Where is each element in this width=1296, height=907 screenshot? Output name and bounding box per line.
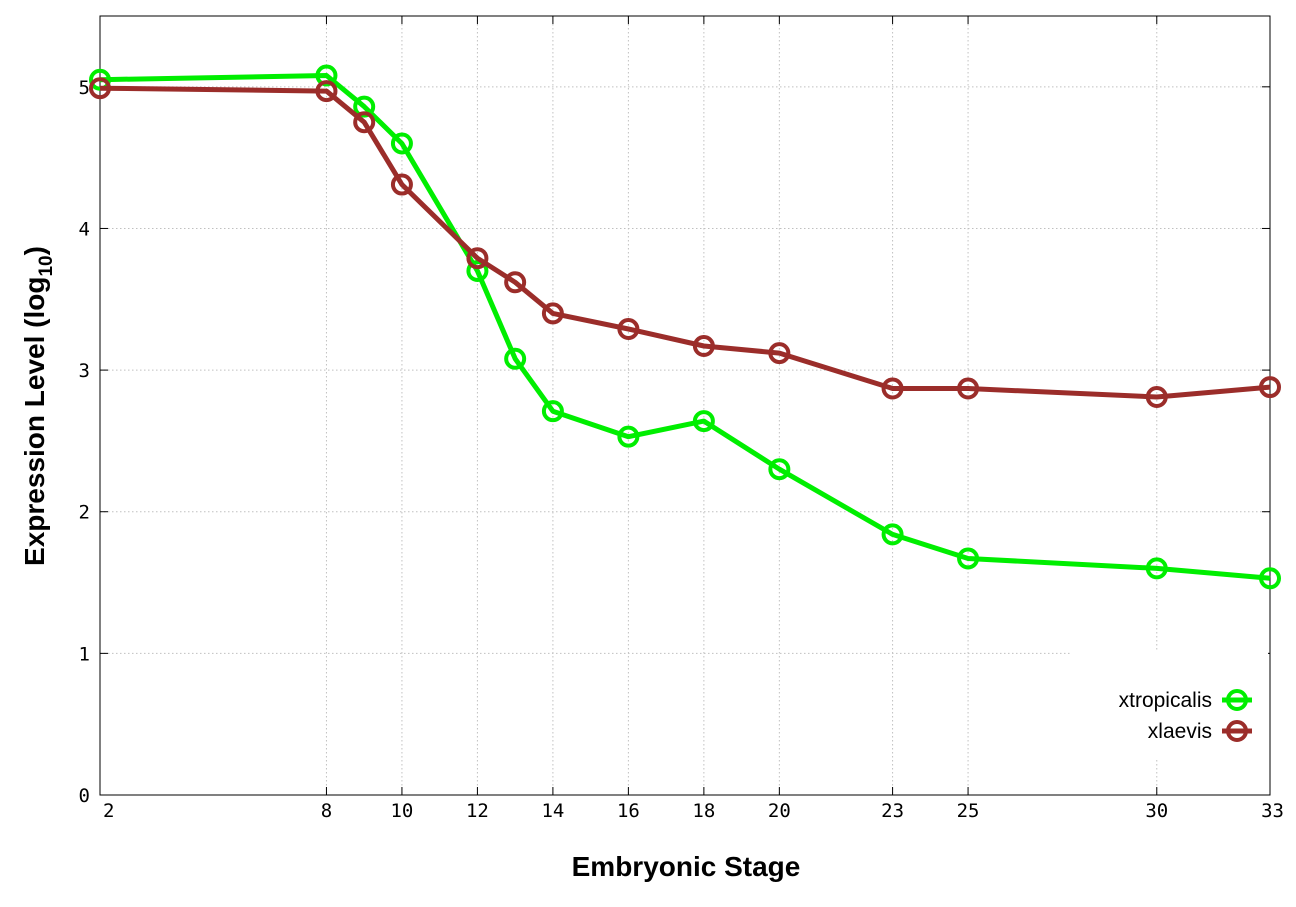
data-point-xlaevis [1145,386,1168,409]
data-point-xlaevis [768,342,791,365]
data-point-xlaevis [1259,376,1281,399]
x-tick-label: 25 [957,800,980,822]
data-point-xtropicalis [390,132,413,155]
data-point-xlaevis [541,302,564,325]
series-layer [89,64,1281,590]
data-point-xtropicalis [881,523,904,546]
series-line-xtropicalis [99,73,1271,581]
data-point-xlaevis [957,377,980,400]
legend-marker-xlaevis [1226,720,1248,742]
x-tick-label: 20 [768,800,791,822]
y-axis-title-subscript: 10 [36,255,57,276]
data-point-xtropicalis [504,347,527,370]
data-point-xtropicalis [466,259,489,282]
y-tick-label: 1 [79,643,90,665]
y-axis-title-close: ) [19,246,50,255]
data-point-xtropicalis [1259,567,1281,590]
x-tick-label: 30 [1145,800,1168,822]
x-tick-label: 2 [103,800,114,822]
data-point-xtropicalis [617,425,640,448]
y-tick-label: 5 [79,77,90,99]
x-tick-label: 18 [692,800,715,822]
plot-frame [99,15,1271,796]
data-point-xlaevis [881,377,904,400]
data-point-xtropicalis [315,64,338,87]
y-tick-label: 2 [79,502,90,524]
legend-background [1072,652,1268,760]
x-tick-label: 33 [1261,800,1284,822]
x-tick-label: 16 [617,800,640,822]
legend: xtropicalis xlaevis [1072,652,1268,760]
data-point-xtropicalis [1145,557,1168,580]
data-point-xtropicalis [768,458,791,481]
series-xtropicalis [89,64,1281,590]
data-point-xlaevis [390,173,413,196]
series-xlaevis [89,77,1281,409]
y-tick-label: 0 [79,785,90,807]
y-tick-label: 3 [79,360,90,382]
data-point-xlaevis [353,111,376,134]
series-line-xlaevis [99,85,1271,400]
legend-item-xtropicalis: xtropicalis [1119,689,1252,712]
legend-item-xlaevis: xlaevis [1148,720,1252,743]
data-point-xlaevis [466,247,489,270]
data-point-xlaevis [692,335,715,358]
data-point-xlaevis [89,77,111,100]
x-tick-label: 8 [321,800,332,822]
data-point-xtropicalis [692,410,715,433]
legend-label-xlaevis: xlaevis [1148,720,1212,743]
data-point-xlaevis [504,271,527,294]
legend-label-xtropicalis: xtropicalis [1119,689,1212,712]
x-tick-label: 23 [881,800,904,822]
data-point-xtropicalis [353,95,376,118]
data-point-xtropicalis [957,547,980,570]
x-axis-title: Embryonic Stage [572,851,801,882]
data-point-xtropicalis [541,400,564,423]
data-point-xlaevis [617,318,640,341]
data-point-xlaevis [315,80,338,103]
x-tick-label: 10 [390,800,413,822]
y-tick-label: 4 [79,218,90,240]
y-axis-title: Expression Level (log10) [19,246,57,566]
x-tick-label: 14 [541,800,564,822]
x-tick-label: 12 [466,800,489,822]
legend-marker-xtropicalis [1226,689,1248,711]
